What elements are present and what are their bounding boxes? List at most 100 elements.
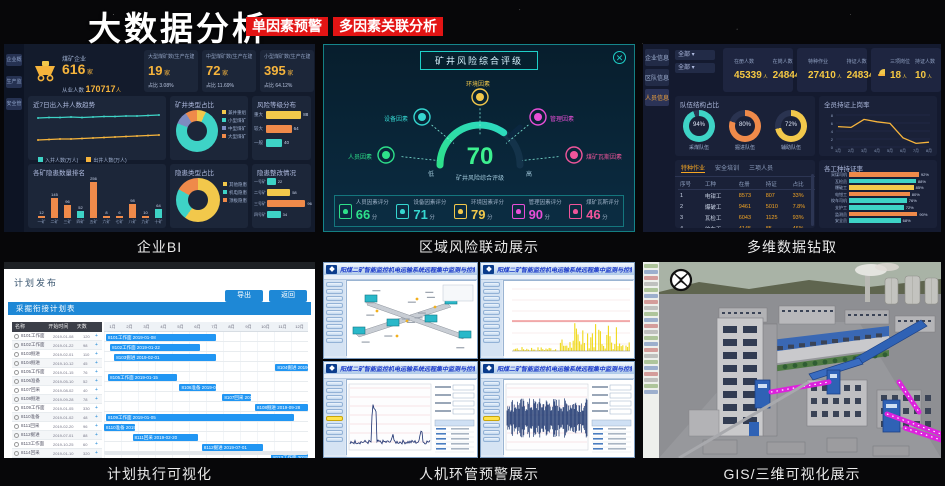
- sidebar-pill[interactable]: [326, 416, 343, 421]
- row-expand-icon[interactable]: +: [95, 441, 98, 447]
- sidebar-pill[interactable]: [326, 437, 343, 442]
- sidebar-pill[interactable]: [483, 395, 500, 400]
- sidebar-pill[interactable]: [326, 409, 343, 414]
- sidebar-pill[interactable]: [483, 317, 500, 322]
- sidebar-pill[interactable]: [483, 282, 500, 287]
- sidebar-pill[interactable]: [326, 423, 343, 428]
- gantt-bar[interactable]: 8108掘进 2019-09-28: [254, 403, 308, 411]
- spikes-view: [504, 281, 634, 358]
- row-expand-icon[interactable]: +: [95, 369, 98, 375]
- sidebar-pill[interactable]: [326, 282, 343, 287]
- sidebar-pill[interactable]: [483, 331, 500, 336]
- vbar-title: 各矿隐患数量排名: [33, 170, 85, 177]
- plan-button-1[interactable]: 返回: [269, 290, 307, 302]
- table-scrollbar[interactable]: [811, 174, 814, 226]
- tab-人员信息[interactable]: 人员信息: [645, 89, 669, 106]
- gis-layer-sidebar[interactable]: [643, 262, 659, 458]
- row-days: 60: [83, 441, 88, 447]
- table-tab-2[interactable]: 三项人员: [749, 166, 774, 172]
- tab-区队信息[interactable]: 区队信息: [645, 69, 669, 86]
- hbar-val: 88: [303, 112, 309, 117]
- sidebar-pill[interactable]: [326, 310, 343, 315]
- gantt-bar[interactable]: 8105工作面 2019-01-15: [108, 373, 178, 381]
- sidebar-pill[interactable]: [483, 402, 500, 407]
- row-expand-icon[interactable]: +: [95, 423, 98, 429]
- ring-1-hole: [735, 116, 755, 136]
- gantt-bar[interactable]: 8101工作面 2019-01-08: [106, 333, 217, 341]
- sidebar-pill[interactable]: [483, 388, 500, 393]
- table-tab-0[interactable]: 特种作业: [681, 163, 706, 173]
- gantt-hscrollbar[interactable]: [104, 451, 308, 455]
- filter-select-1[interactable]: 全部 ▾: [675, 63, 715, 73]
- cell: 46%: [791, 223, 815, 229]
- row-expand-icon[interactable]: +: [95, 387, 98, 393]
- sidebar-pill[interactable]: [483, 289, 500, 294]
- sidebar-pill[interactable]: [326, 303, 343, 308]
- sidebar-pill[interactable]: [326, 289, 343, 294]
- col-header: 序号: [678, 178, 703, 190]
- row-expand-icon[interactable]: +: [95, 360, 98, 366]
- sidebar-pill[interactable]: [483, 338, 500, 343]
- sidebar-pill[interactable]: [326, 388, 343, 393]
- table-tab-1[interactable]: 安全培训: [715, 166, 740, 172]
- row-expand-icon[interactable]: +: [95, 405, 98, 411]
- gantt-bar[interactable]: 8112掘进 2019-07-01: [201, 443, 264, 451]
- gantt-bar[interactable]: 8109工作面 2019-01-05: [106, 413, 294, 421]
- sidebar-pill[interactable]: [483, 310, 500, 315]
- row-status-icon: [14, 333, 19, 339]
- gantt-bar[interactable]: 8102工作面 2019-01-22: [110, 343, 200, 351]
- row-expand-icon[interactable]: +: [95, 432, 98, 438]
- close-icon[interactable]: ✕: [613, 51, 626, 64]
- gantt-bar[interactable]: 8113工作面 2019-10-25: [271, 453, 308, 458]
- row-expand-icon[interactable]: +: [95, 333, 98, 339]
- row-expand-icon[interactable]: +: [95, 396, 98, 402]
- stat-value: 19: [148, 63, 163, 78]
- tab-企业信息[interactable]: 企业信息: [645, 49, 669, 66]
- sidebar-pill[interactable]: [483, 430, 500, 435]
- sidebar-pill[interactable]: [483, 437, 500, 442]
- vbar-val: 64: [156, 203, 161, 208]
- plan-button-0[interactable]: 导出: [225, 290, 263, 302]
- sidebar-item-0[interactable]: 企业概览: [6, 54, 22, 66]
- row-expand-icon[interactable]: +: [95, 414, 98, 420]
- sidebar-pill[interactable]: [483, 303, 500, 308]
- sidebar-pill[interactable]: [326, 296, 343, 301]
- sidebar-pill[interactable]: [483, 423, 500, 428]
- row-expand-icon[interactable]: +: [95, 378, 98, 384]
- sidebar-pill[interactable]: [326, 324, 343, 329]
- ring-1: 80%: [729, 110, 761, 142]
- sidebar-pill[interactable]: [326, 331, 343, 336]
- compass-icon[interactable]: [669, 268, 693, 292]
- vbar-bar: [90, 182, 97, 218]
- sidebar-pill[interactable]: [483, 296, 500, 301]
- sidebar-pill[interactable]: [483, 416, 500, 421]
- col-header: 在册: [736, 178, 764, 190]
- row-expand-icon[interactable]: +: [95, 351, 98, 357]
- sidebar-pill[interactable]: [483, 409, 500, 414]
- sidebar-pill[interactable]: [483, 324, 500, 329]
- gantt-bar[interactable]: 8107回采 2019-08-02: [222, 393, 251, 401]
- sidebar-item-1[interactable]: 生产监测: [6, 76, 22, 88]
- gantt-bar[interactable]: 8110准备 2019-01-02: [104, 423, 135, 431]
- sidebar-pill[interactable]: [326, 381, 343, 386]
- gantt-bar[interactable]: 8104掘进 2019-10-12: [275, 363, 308, 371]
- bi-total-num: 616: [62, 61, 86, 77]
- gantt-bar[interactable]: 8103掘进 2019-02-01: [114, 353, 217, 361]
- sidebar-item-2[interactable]: 安全管理: [6, 98, 22, 110]
- sidebar-pill[interactable]: [326, 338, 343, 343]
- row-expand-icon[interactable]: +: [95, 342, 98, 348]
- row-status-icon: [14, 342, 19, 348]
- legend-swatch: [223, 198, 227, 202]
- legend-item: 机电隐患: [223, 190, 247, 196]
- gis-3d-scene[interactable]: [659, 262, 941, 458]
- hbar-label: 电钳工: [835, 191, 847, 197]
- row-expand-icon[interactable]: +: [95, 450, 98, 456]
- sidebar-pill[interactable]: [326, 317, 343, 322]
- sidebar-pill[interactable]: [483, 381, 500, 386]
- sidebar-pill[interactable]: [326, 395, 343, 400]
- gantt-bar[interactable]: 8111回采 2019-02-20: [132, 433, 198, 441]
- filter-select-0[interactable]: 全部 ▾: [675, 50, 715, 60]
- sidebar-pill[interactable]: [326, 402, 343, 407]
- gantt-bar[interactable]: 8106准备 2019-05-10: [179, 383, 217, 391]
- sidebar-pill[interactable]: [326, 430, 343, 435]
